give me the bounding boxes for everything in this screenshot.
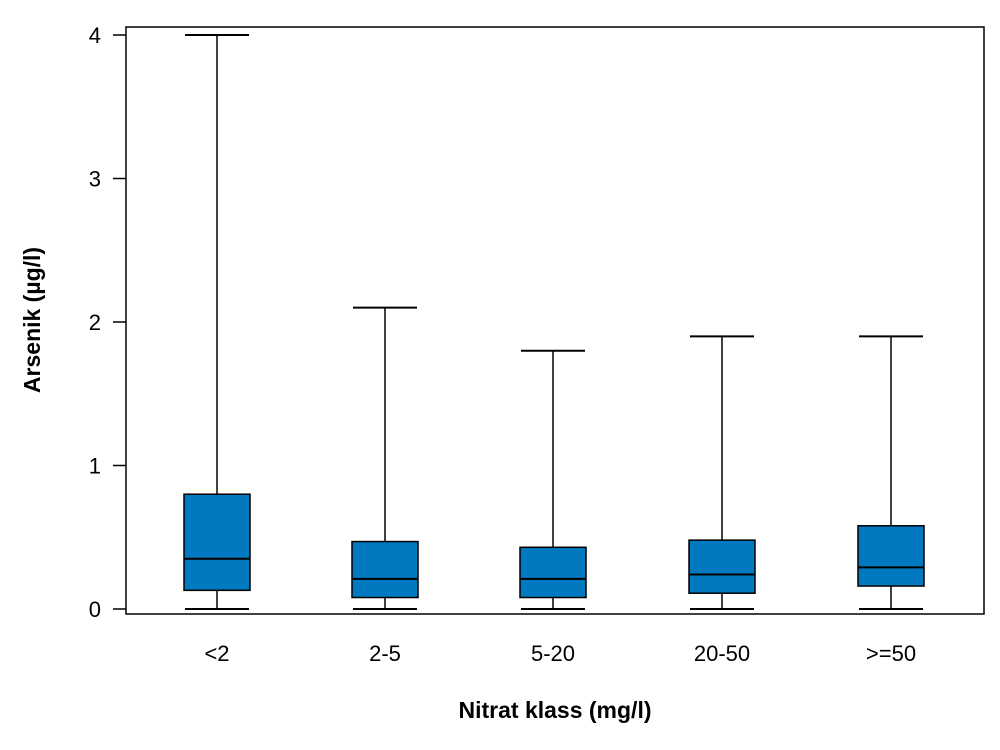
x-axis-title: Nitrat klass (mg/l) [459,697,652,723]
box-20-50 [688,335,756,610]
y-axis: 0 1 2 3 4 [89,23,126,622]
y-tick-label: 2 [89,310,101,335]
x-tick-label: 2-5 [369,641,401,666]
y-tick-label: 1 [89,454,101,479]
x-axis: <2 2-5 5-20 20-50 >=50 [204,641,916,666]
x-tick-label: 5-20 [531,641,575,666]
y-tick-label: 4 [89,23,101,48]
plot-frame [125,26,985,615]
iqr-box [688,539,756,594]
iqr-box [183,493,251,592]
boxes [183,34,925,610]
box-2-5 [351,306,419,610]
iqr-box [351,540,419,599]
x-tick-label: >=50 [866,641,916,666]
iqr-box [857,525,925,587]
x-tick-label: <2 [204,641,229,666]
y-tick-label: 3 [89,167,101,192]
x-tick-label: 20-50 [694,641,750,666]
box-5-20 [519,349,587,610]
box->=50 [857,335,925,610]
iqr-box [519,546,587,599]
y-tick-label: 0 [89,597,101,622]
box-<2 [183,34,251,610]
y-axis-title: Arsenik (µg/l) [19,247,45,393]
